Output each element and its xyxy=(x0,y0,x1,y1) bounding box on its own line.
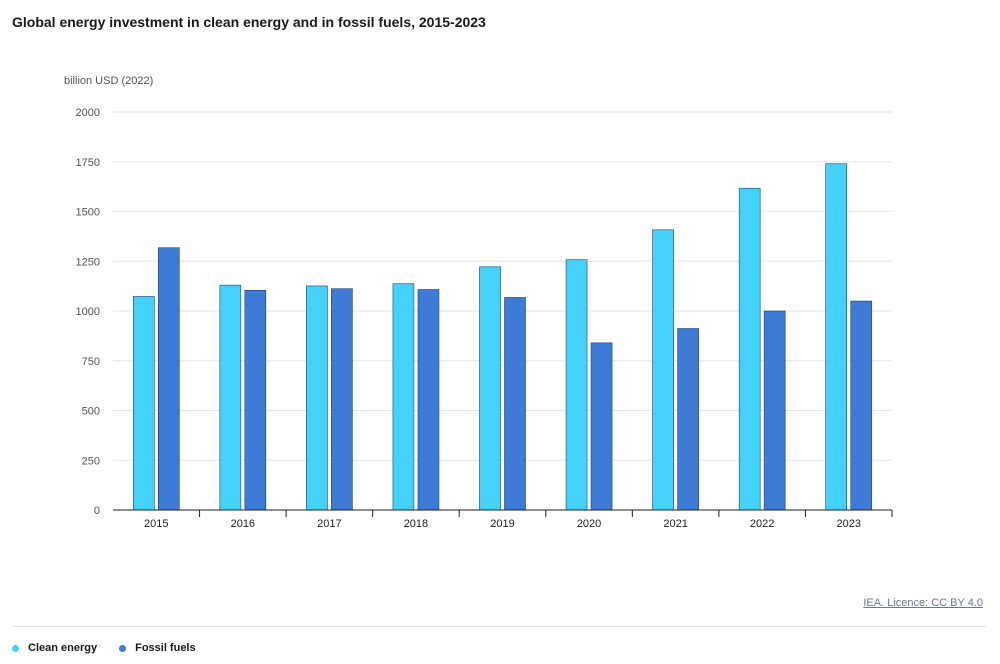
bar-fossil-fuels-2018[interactable] xyxy=(417,289,440,511)
y-tick-label: 250 xyxy=(82,455,100,467)
bar-fossil-fuels-2020[interactable] xyxy=(590,342,613,511)
legend-label-fossil: Fossil fuels xyxy=(135,642,196,654)
bar-clean-energy-2018[interactable] xyxy=(392,283,415,511)
bar-clean-energy-2022[interactable] xyxy=(738,187,761,511)
legend-item-fossil-fuels[interactable]: Fossil fuels xyxy=(119,642,196,654)
legend-item-clean-energy[interactable]: Clean energy xyxy=(12,642,97,654)
x-tick-label: 2017 xyxy=(317,518,341,530)
x-tick-label: 2016 xyxy=(231,518,255,530)
bar-fossil-fuels-2015[interactable] xyxy=(157,247,180,511)
bar-fossil-fuels-2017[interactable] xyxy=(331,288,353,511)
bar-fossil-fuels-2021[interactable] xyxy=(677,328,699,511)
source-link[interactable]: IEA. Licence: CC BY 4.0 xyxy=(863,597,983,609)
bar-clean-energy-2016[interactable] xyxy=(219,284,242,511)
bar-clean-energy-2023[interactable] xyxy=(825,163,848,511)
gridlines xyxy=(113,111,892,461)
bar-clean-energy-2020[interactable] xyxy=(565,259,588,511)
y-tick-label: 2000 xyxy=(76,107,100,119)
y-tick-label: 1500 xyxy=(76,207,100,219)
legend-swatch-fossil xyxy=(119,644,127,652)
legend: Clean energy Fossil fuels xyxy=(12,642,196,654)
bar-fossil-fuels-2016[interactable] xyxy=(244,290,267,511)
bar-fossil-fuels-2019[interactable] xyxy=(504,297,526,511)
y-axis-ticks: 0 250 500 750 1000 1250 1500 1750 2000 xyxy=(76,107,100,517)
x-tick-label: 2021 xyxy=(663,518,687,530)
legend-label-clean: Clean energy xyxy=(28,642,98,654)
x-axis: 2015 2016 2017 2018 2019 2020 2021 2022 2023 xyxy=(113,509,893,530)
x-tick-label: 2015 xyxy=(144,518,168,530)
bar-clean-energy-2021[interactable] xyxy=(652,229,674,511)
y-axis-label: billion USD (2022) xyxy=(64,75,153,87)
x-tick-label: 2018 xyxy=(404,518,428,530)
y-tick-label: 0 xyxy=(94,505,100,517)
bar-clean-energy-2017[interactable] xyxy=(306,285,328,511)
y-tick-label: 500 xyxy=(82,406,100,418)
x-tick-label: 2019 xyxy=(490,518,514,530)
bar-fossil-fuels-2023[interactable] xyxy=(850,300,873,511)
x-tick-label: 2023 xyxy=(836,518,860,530)
bar-clean-energy-2019[interactable] xyxy=(479,266,501,511)
y-tick-label: 1000 xyxy=(76,306,100,318)
bar-clean-energy-2015[interactable] xyxy=(132,296,155,511)
legend-swatch-clean xyxy=(12,644,19,652)
x-tick-label: 2022 xyxy=(750,518,774,530)
bar-fossil-fuels-2022[interactable] xyxy=(763,310,786,511)
y-tick-label: 1250 xyxy=(76,256,100,268)
bar-chart: billion USD (2022) 0 250 500 750 1000 1250 150… xyxy=(64,75,893,530)
bars xyxy=(132,163,873,511)
y-tick-label: 1750 xyxy=(76,157,100,169)
divider xyxy=(12,626,986,627)
y-tick-label: 750 xyxy=(82,356,100,368)
chart-title: Global energy investment in clean energy… xyxy=(12,14,486,30)
x-tick-label: 2020 xyxy=(577,518,601,530)
